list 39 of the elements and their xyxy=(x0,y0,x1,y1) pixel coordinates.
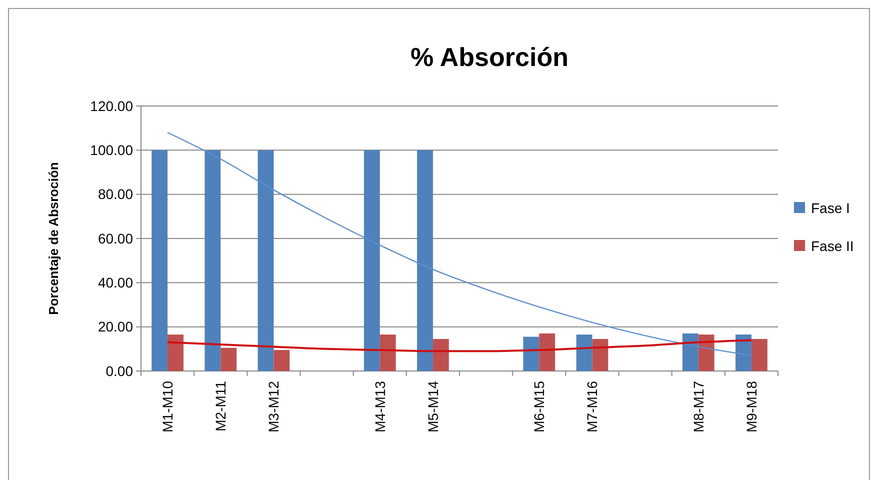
bar xyxy=(417,150,433,371)
y-tick-label: 20.00 xyxy=(98,318,134,335)
y-tick-label: 40.00 xyxy=(98,274,134,291)
bar xyxy=(592,338,608,371)
legend-label: Fase I xyxy=(811,200,850,216)
bar xyxy=(698,334,714,371)
bar xyxy=(523,336,540,371)
bar xyxy=(432,338,449,371)
y-tick-label: 100.00 xyxy=(90,142,134,158)
bar xyxy=(682,333,698,371)
x-tick-label: M1-M10 xyxy=(159,380,176,432)
y-axis-title: Porcentaje de Absroción xyxy=(46,162,61,315)
x-tick-label: M8-M17 xyxy=(690,380,706,432)
x-tick-label: M7-M16 xyxy=(584,380,600,432)
bar xyxy=(258,150,274,371)
bar xyxy=(364,150,380,371)
bar xyxy=(220,348,237,371)
bar xyxy=(152,150,168,371)
x-tick-label: M5-M14 xyxy=(424,380,441,432)
bar xyxy=(274,350,290,371)
y-tick-label: 120.00 xyxy=(90,98,134,114)
bar xyxy=(751,338,768,371)
x-tick-label: M4-M13 xyxy=(372,380,388,432)
y-tick-label: 0.00 xyxy=(106,362,134,379)
bar xyxy=(380,334,396,371)
y-tick-label: 60.00 xyxy=(98,230,134,246)
x-tick-label: M3-M12 xyxy=(266,380,282,432)
bar xyxy=(204,150,221,371)
x-tick-label: M6-M15 xyxy=(531,380,548,432)
line-series xyxy=(166,132,752,356)
x-tick-label: M2-M11 xyxy=(212,380,229,432)
bar xyxy=(539,333,556,371)
bar xyxy=(576,334,592,371)
bar xyxy=(168,334,184,371)
legend-label: Fase II xyxy=(811,238,854,254)
chart-title: % Absorción xyxy=(410,42,568,72)
x-tick-label: M9-M18 xyxy=(743,380,760,432)
line-series xyxy=(166,339,752,352)
y-tick-label: 80.00 xyxy=(98,186,134,202)
